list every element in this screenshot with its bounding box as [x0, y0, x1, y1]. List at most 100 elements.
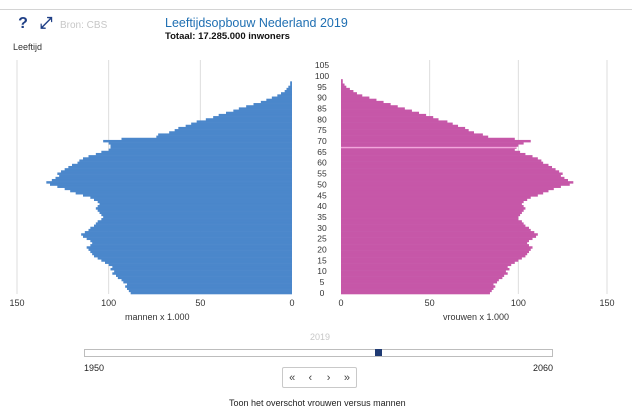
bar-women-age-66 [341, 148, 515, 152]
bar-women-age-93 [341, 90, 354, 93]
bar-women-age-16 [341, 257, 522, 260]
first-year-button[interactable]: « [289, 371, 296, 384]
bar-women-age-58 [341, 165, 553, 169]
bar-women-age-4 [341, 283, 494, 286]
bar-men-age-92 [281, 92, 292, 95]
bar-men-age-78 [191, 122, 292, 126]
question-icon[interactable]: ? [18, 15, 28, 32]
bar-men-age-42 [97, 200, 293, 204]
bar-women-age-47 [341, 189, 549, 193]
bar-women-age-69 [341, 142, 524, 145]
bar-men-age-25 [86, 237, 293, 241]
bar-women-age-1 [341, 289, 492, 293]
bar-men-age-3 [125, 285, 293, 288]
bar-men-age-20 [88, 248, 292, 251]
age-tick-35: 35 [317, 212, 327, 222]
bar-women-age-23 [341, 241, 528, 245]
bar-women-age-74 [341, 131, 474, 134]
bar-men-age-67 [110, 146, 292, 149]
bar-women-age-19 [341, 250, 529, 254]
bar-men-age-7 [117, 276, 292, 280]
bar-women-age-92 [341, 92, 357, 95]
bar-women-age-48 [341, 187, 554, 191]
bar-men-age-32 [95, 222, 292, 225]
bar-women-age-2 [341, 287, 494, 290]
bar-women-age-20 [341, 248, 531, 251]
value-tick-women-100: 100 [511, 298, 526, 308]
bar-women-age-11 [341, 267, 510, 271]
bar-men-age-41 [99, 202, 292, 206]
last-year-button[interactable]: » [343, 371, 350, 384]
year-slider-handle[interactable] [374, 349, 382, 356]
age-tick-60: 60 [317, 158, 327, 168]
bar-women-age-83 [341, 111, 420, 115]
bar-men-age-2 [127, 287, 292, 290]
bar-women-age-80 [341, 118, 439, 121]
age-tick-45: 45 [317, 190, 327, 200]
population-pyramid-chart: 0510152025303540455055606570758085909510… [9, 60, 615, 308]
bar-men-age-93 [284, 90, 292, 93]
chart-title: Leeftijdsopbouw Nederland 2019 [165, 16, 348, 30]
year-slider-track[interactable] [84, 349, 553, 357]
bar-women-age-24 [341, 239, 529, 243]
bar-women-age-61 [341, 159, 542, 162]
bar-men-age-76 [178, 126, 292, 130]
bar-women-age-71 [341, 137, 515, 141]
bar-women-age-42 [341, 200, 524, 204]
previous-year-button[interactable]: ‹ [308, 371, 313, 384]
header-divider [0, 9, 632, 10]
bar-men-age-97 [290, 81, 292, 84]
bar-women-age-57 [341, 168, 556, 171]
bar-men-age-65 [101, 150, 292, 154]
bar-women-age-95 [341, 85, 347, 89]
age-tick-95: 95 [317, 82, 327, 92]
bar-men-age-54 [59, 174, 292, 178]
x-axis-label-women: vrouwen x 1.000 [443, 312, 510, 322]
bar-men-age-8 [116, 274, 292, 277]
bar-men-age-23 [92, 241, 293, 245]
bar-men-age-17 [94, 254, 292, 258]
bar-men-age-44 [90, 196, 292, 199]
bar-women-age-29 [341, 228, 531, 232]
bar-women-age-28 [341, 231, 535, 234]
current-year-label: 2019 [310, 332, 331, 342]
bar-women-age-22 [341, 244, 529, 247]
bar-men-age-24 [90, 239, 292, 243]
bar-women-age-90 [341, 96, 370, 99]
bar-women-age-50 [341, 183, 570, 186]
highlight-age-band [341, 146, 517, 149]
bar-women-age-6 [341, 278, 499, 282]
bar-men-age-46 [75, 192, 293, 195]
bar-men-age-69 [108, 142, 293, 145]
bar-men-age-45 [83, 194, 292, 197]
age-tick-10: 10 [317, 266, 327, 276]
bar-men-age-88 [260, 100, 292, 104]
bar-women-age-70 [341, 139, 531, 143]
x-axis-label-men: mannen x 1.000 [125, 312, 190, 322]
bar-men-age-58 [68, 165, 292, 169]
bar-men-age-55 [57, 172, 293, 175]
bar-men-age-57 [64, 168, 293, 171]
bar-men-age-34 [101, 218, 292, 221]
bar-men-age-52 [51, 178, 293, 182]
age-tick-90: 90 [317, 93, 327, 103]
bar-women-age-27 [341, 233, 538, 236]
bar-women-age-49 [341, 185, 561, 188]
toggle-surplus-women-link[interactable]: Toon het overschot vrouwen versus mannen [229, 398, 406, 408]
bar-men-age-49 [57, 185, 293, 188]
bar-women-age-13 [341, 263, 512, 267]
source-link[interactable]: Bron: CBS [60, 20, 108, 31]
expand-icon[interactable]: ⤢ [39, 15, 53, 32]
bar-women-age-31 [341, 224, 526, 228]
bar-men-age-38 [97, 209, 293, 212]
age-tick-0: 0 [320, 288, 325, 298]
bar-women-age-33 [341, 220, 522, 223]
bar-women-age-73 [341, 133, 483, 136]
bar-men-age-50 [50, 183, 292, 186]
bar-men-age-70 [103, 139, 293, 143]
bar-men-age-27 [81, 233, 293, 236]
bar-men-age-79 [196, 120, 292, 123]
bar-women-age-21 [341, 246, 533, 249]
next-year-button[interactable]: › [326, 371, 331, 384]
value-tick-women-150: 150 [599, 298, 614, 308]
